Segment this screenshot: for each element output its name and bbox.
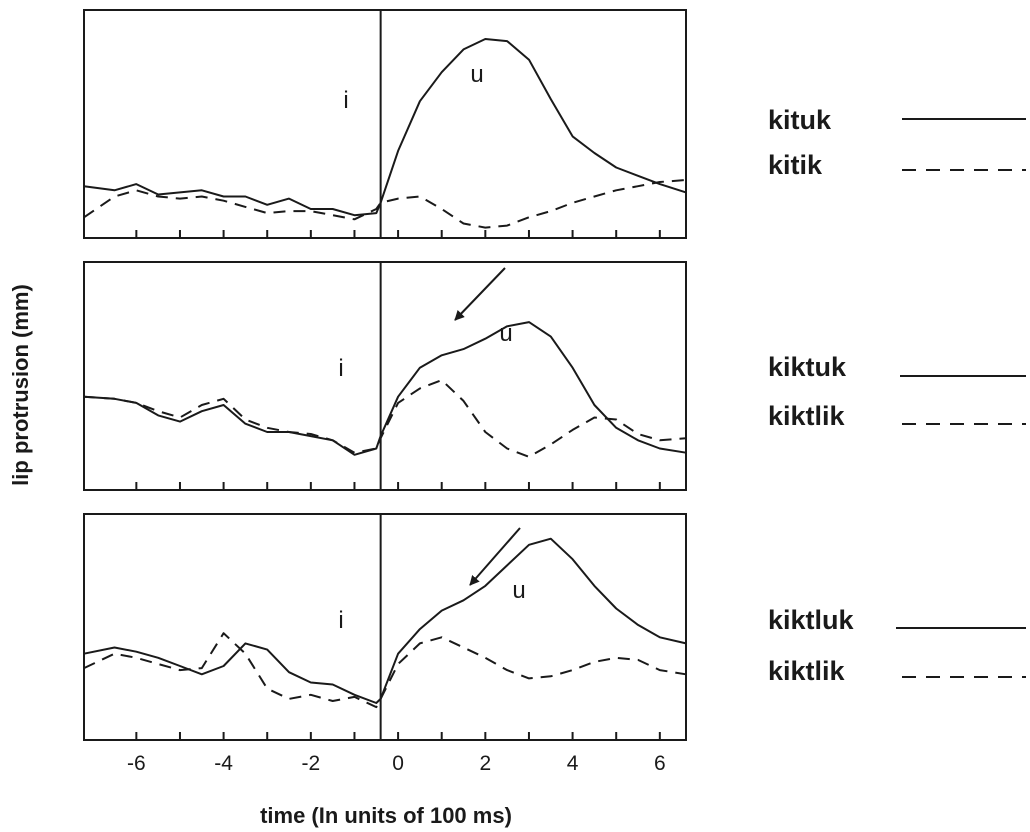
- x-tick-label: 6: [654, 752, 666, 775]
- x-tick-label: -6: [127, 752, 146, 775]
- x-tick-labels: -6 -4 -2 0 2 4 6: [127, 752, 666, 775]
- annotation-i: i: [338, 355, 343, 382]
- series-group: [83, 38, 687, 229]
- series-line-kiktlik: [83, 632, 687, 709]
- legend-label: kitik: [768, 150, 823, 180]
- series-group: [83, 537, 687, 709]
- legend-item-kituk: kituk: [768, 105, 1026, 135]
- legend-item-kiktlik: kiktlik: [768, 401, 1026, 431]
- series-line-kitik: [83, 179, 687, 229]
- panel-frame: [83, 513, 687, 741]
- y-axis-label: lip protrusion (mm): [8, 284, 33, 486]
- legend-label: kiktuk: [768, 352, 847, 382]
- legend-item-kiktuk: kiktuk: [768, 352, 1026, 382]
- panel-kiktluk-kiktlik: i u: [83, 513, 687, 741]
- arrow-annotation: [454, 267, 506, 321]
- x-tick-label: 4: [567, 752, 579, 775]
- panel-kituk-kitik: i u: [83, 9, 687, 239]
- legend-label: kiktlik: [768, 401, 846, 431]
- annotation-u: u: [512, 577, 525, 604]
- legend-label: kituk: [768, 105, 832, 135]
- panel-ticks: [135, 482, 661, 490]
- x-tick-label: 2: [479, 752, 491, 775]
- x-tick-label: 0: [392, 752, 404, 775]
- arrow-annotation: [469, 527, 521, 586]
- legend: kituk kitik kiktuk kiktlik kiktluk kiktl…: [768, 105, 1026, 686]
- panel-ticks: [135, 230, 661, 238]
- panel-frame: [83, 9, 687, 239]
- legend-item-kitik: kitik: [768, 150, 1026, 180]
- x-axis-label: time (In units of 100 ms): [260, 803, 512, 828]
- annotation-u: u: [470, 61, 483, 88]
- series-line-kiktluk: [83, 537, 687, 704]
- panel-frame: [83, 261, 687, 491]
- legend-label: kiktlik: [768, 656, 846, 686]
- annotation-i: i: [343, 87, 348, 114]
- series-line-kiktlik: [83, 379, 687, 458]
- panel-ticks: [135, 732, 661, 740]
- annotation-i: i: [338, 607, 343, 634]
- x-tick-label: -2: [301, 752, 320, 775]
- series-line-kiktuk: [83, 321, 687, 456]
- series-line-kituk: [83, 38, 687, 217]
- legend-label: kiktluk: [768, 605, 855, 635]
- legend-item-kiktluk: kiktluk: [768, 605, 1026, 635]
- series-group: [83, 321, 687, 458]
- x-tick-label: -4: [214, 752, 233, 775]
- annotation-u: u: [499, 320, 512, 347]
- panel-kiktuk-kiktlik: i u: [83, 261, 687, 491]
- legend-item-kiktlik: kiktlik: [768, 656, 1026, 686]
